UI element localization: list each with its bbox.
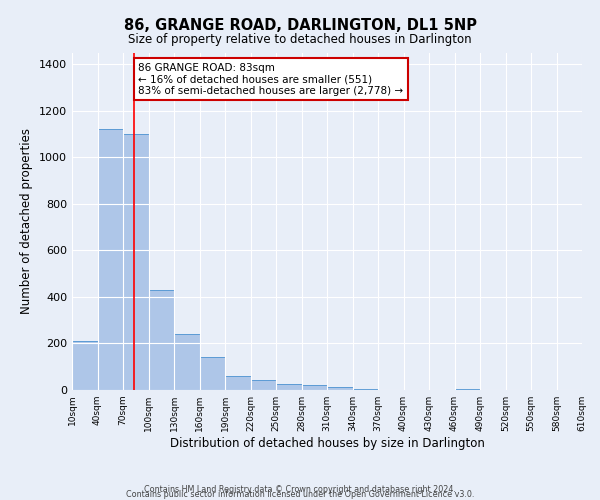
Bar (149, 290, 174, 390)
Bar (251, 380, 276, 390)
Bar (327, 386, 353, 390)
Bar (199, 358, 225, 390)
Bar (302, 386, 327, 390)
Bar (123, 134, 149, 390)
X-axis label: Distribution of detached houses by size in Darlington: Distribution of detached houses by size … (170, 437, 484, 450)
Text: 86, GRANGE ROAD, DARLINGTON, DL1 5NP: 86, GRANGE ROAD, DARLINGTON, DL1 5NP (124, 18, 476, 32)
Bar (225, 376, 251, 390)
Text: Contains public sector information licensed under the Open Government Licence v3: Contains public sector information licen… (126, 490, 474, 499)
Text: 86 GRANGE ROAD: 83sqm
← 16% of detached houses are smaller (551)
83% of semi-det: 86 GRANGE ROAD: 83sqm ← 16% of detached … (139, 62, 403, 96)
Bar (353, 389, 378, 390)
Text: Size of property relative to detached houses in Darlington: Size of property relative to detached ho… (128, 32, 472, 46)
Bar (72, 341, 97, 390)
Bar (276, 384, 302, 390)
Y-axis label: Number of detached properties: Number of detached properties (20, 128, 34, 314)
Bar (174, 334, 199, 390)
Bar (455, 389, 480, 390)
Text: Contains HM Land Registry data © Crown copyright and database right 2024.: Contains HM Land Registry data © Crown c… (144, 485, 456, 494)
Bar (97, 130, 123, 390)
